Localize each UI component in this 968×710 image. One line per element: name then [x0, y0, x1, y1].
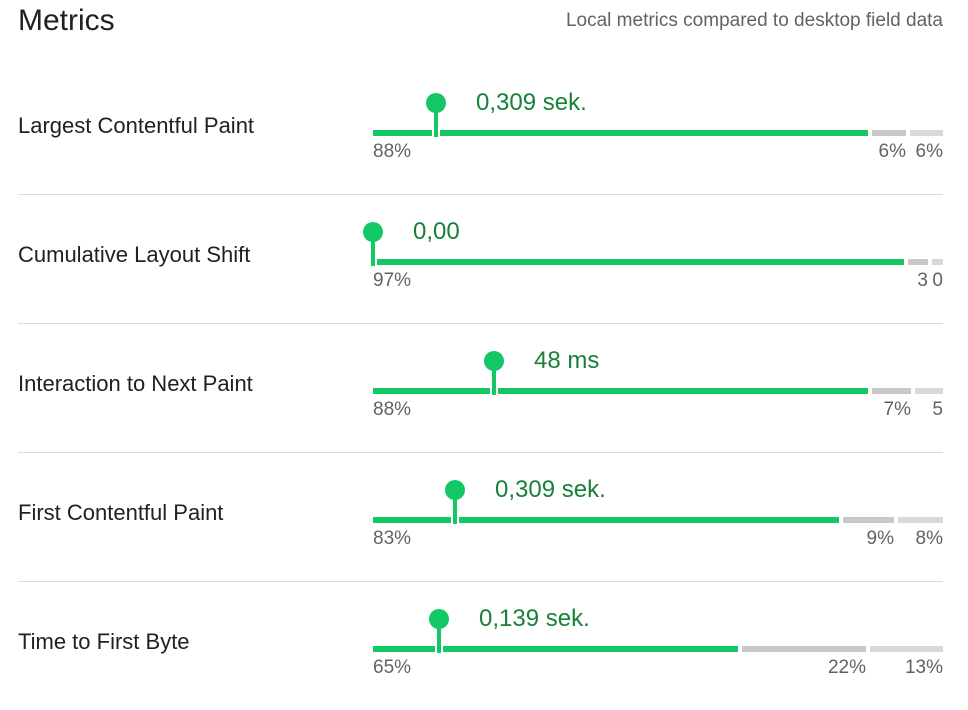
- metric-name: Time to First Byte: [18, 629, 190, 654]
- metric-row-interaction-to-next-paint: Interaction to Next Paint 88% 7% 5 48 ms: [18, 323, 943, 453]
- metrics-header: Metrics Local metrics compared to deskto…: [18, 0, 943, 48]
- segment-good: [373, 517, 839, 523]
- metric-value: 0,139 sek.: [479, 605, 590, 632]
- value-marker-pin-icon: [429, 609, 449, 653]
- good-percentage: 83%: [373, 528, 412, 549]
- metric-value: 0,309 sek.: [495, 476, 606, 503]
- poor-percentage: 0: [932, 270, 943, 291]
- metric-row-first-contentful-paint: First Contentful Paint 83% 9% 8% 0,309 sek.: [18, 452, 943, 582]
- metric-name: Largest Contentful Paint: [18, 113, 255, 138]
- page-title: Metrics: [18, 4, 115, 37]
- distribution-bar: 83% 9% 8% 0,309 sek.: [373, 452, 943, 580]
- page-subtitle: Local metrics compared to desktop field …: [565, 10, 943, 31]
- metric-name: Cumulative Layout Shift: [18, 242, 251, 267]
- needs-improvement-percentage: 7%: [883, 399, 911, 420]
- segment-good: [373, 259, 904, 265]
- metric-value: 48 ms: [534, 347, 600, 374]
- pin-stem: [492, 367, 496, 395]
- segment-needs-improvement: [843, 517, 894, 523]
- pin-stem: [371, 238, 375, 266]
- segment-poor: [870, 646, 943, 652]
- segment-good: [373, 646, 738, 652]
- distribution-bar: 88% 6% 6% 0,309 sek.: [373, 65, 943, 193]
- metric-name: First Contentful Paint: [18, 500, 224, 525]
- needs-improvement-percentage: 6%: [878, 141, 906, 162]
- segment-needs-improvement: [872, 130, 906, 136]
- good-percentage: 97%: [373, 270, 412, 291]
- metric-row-time-to-first-byte: Time to First Byte 65% 22% 13% 0,139 sek.: [18, 581, 943, 710]
- metric-row-cumulative-layout-shift: Cumulative Layout Shift 97% 3 0 0,00: [18, 194, 943, 324]
- segment-needs-improvement: [908, 259, 928, 265]
- segment-needs-improvement: [742, 646, 866, 652]
- metric-row-largest-contentful-paint: Largest Contentful Paint 88% 6% 6% 0,309 sek…: [18, 65, 943, 195]
- value-marker-pin-icon: [363, 222, 383, 266]
- good-percentage: 88%: [373, 399, 412, 420]
- pin-stem: [453, 496, 457, 524]
- poor-percentage: 6%: [915, 141, 943, 162]
- value-marker-pin-icon: [426, 93, 446, 137]
- value-marker-pin-icon: [445, 480, 465, 524]
- distribution-bar: 88% 7% 5 48 ms: [373, 323, 943, 451]
- pin-head: [363, 222, 383, 242]
- segment-poor: [910, 130, 943, 136]
- segment-good: [373, 388, 868, 394]
- pin-head: [429, 609, 449, 629]
- needs-improvement-percentage: 9%: [866, 528, 894, 549]
- segment-poor: [915, 388, 943, 394]
- good-percentage: 88%: [373, 141, 412, 162]
- segment-poor: [898, 517, 943, 523]
- metric-value: 0,00: [413, 218, 460, 245]
- poor-percentage: 13%: [904, 657, 943, 678]
- segment-needs-improvement: [872, 388, 911, 394]
- poor-percentage: 8%: [915, 528, 943, 549]
- needs-improvement-percentage: 3: [917, 270, 928, 291]
- distribution-bar: 97% 3 0 0,00: [363, 194, 943, 322]
- segment-poor: [932, 259, 943, 265]
- distribution-bar: 65% 22% 13% 0,139 sek.: [373, 581, 943, 709]
- metric-name: Interaction to Next Paint: [18, 371, 253, 396]
- metric-value: 0,309 sek.: [476, 89, 587, 116]
- poor-percentage: 5: [932, 399, 943, 420]
- pin-stem: [437, 625, 441, 653]
- needs-improvement-percentage: 22%: [827, 657, 866, 678]
- pin-stem: [434, 109, 438, 137]
- good-percentage: 65%: [373, 657, 412, 678]
- pin-head: [484, 351, 504, 371]
- value-marker-pin-icon: [484, 351, 504, 395]
- pin-head: [445, 480, 465, 500]
- pin-head: [426, 93, 446, 113]
- segment-good: [373, 130, 868, 136]
